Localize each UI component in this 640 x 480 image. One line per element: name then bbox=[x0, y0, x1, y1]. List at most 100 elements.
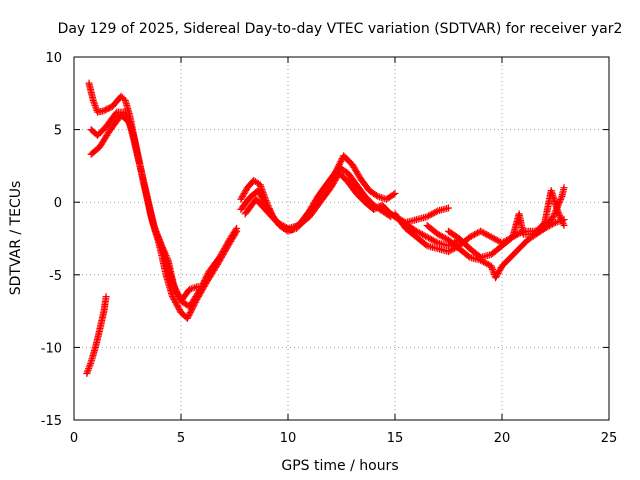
data-point bbox=[528, 230, 536, 238]
data-point bbox=[437, 232, 445, 240]
data-point bbox=[203, 271, 211, 279]
data-point bbox=[438, 233, 446, 241]
data-point bbox=[431, 237, 439, 245]
data-point bbox=[506, 235, 514, 243]
data-point bbox=[173, 287, 181, 295]
y-axis-label: SDTVAR / TECUs bbox=[8, 181, 24, 296]
data-point bbox=[557, 196, 565, 204]
data-point bbox=[431, 228, 439, 236]
data-point bbox=[153, 232, 161, 240]
data-point bbox=[521, 238, 529, 246]
data-point bbox=[487, 262, 495, 270]
data-point bbox=[446, 247, 454, 255]
data-point bbox=[431, 209, 439, 217]
data-point bbox=[425, 212, 433, 220]
data-point bbox=[91, 345, 99, 353]
data-point bbox=[492, 236, 500, 244]
data-point bbox=[419, 231, 427, 239]
data-point bbox=[557, 215, 565, 223]
data-point bbox=[85, 363, 93, 371]
data-point bbox=[470, 231, 478, 239]
grid bbox=[74, 57, 609, 420]
series-trace-d bbox=[87, 111, 241, 311]
data-point bbox=[134, 153, 142, 161]
data-point bbox=[154, 235, 162, 243]
data-point bbox=[171, 284, 179, 292]
data-point bbox=[194, 288, 202, 296]
data-point bbox=[321, 183, 329, 191]
data-point bbox=[314, 201, 322, 209]
data-point bbox=[341, 175, 349, 183]
data-point bbox=[171, 283, 179, 291]
data-point bbox=[325, 186, 333, 194]
data-point bbox=[477, 227, 485, 235]
data-point bbox=[111, 111, 119, 119]
data-point bbox=[89, 95, 97, 103]
data-point bbox=[98, 107, 106, 115]
data-point bbox=[440, 233, 448, 241]
data-point bbox=[547, 215, 555, 223]
data-point bbox=[426, 235, 434, 243]
series-trace-h bbox=[380, 204, 452, 227]
data-point bbox=[359, 190, 367, 198]
data-point bbox=[359, 196, 367, 204]
data-point bbox=[156, 240, 164, 248]
data-point bbox=[172, 286, 180, 294]
data-point bbox=[168, 276, 176, 284]
data-point bbox=[157, 243, 165, 251]
data-point bbox=[155, 237, 163, 245]
data-point bbox=[469, 231, 477, 239]
data-point bbox=[271, 216, 279, 224]
data-point bbox=[429, 209, 437, 217]
x-tick-label: 25 bbox=[601, 431, 618, 446]
x-tick-labels: 0 5 10 15 20 25 bbox=[70, 431, 617, 446]
data-point bbox=[428, 236, 436, 244]
y-tick-label: 0 bbox=[54, 196, 62, 211]
data-point bbox=[93, 145, 101, 153]
y-tick-labels: -15 -10 -5 0 5 10 bbox=[41, 51, 62, 429]
data-point bbox=[275, 219, 283, 227]
data-point bbox=[184, 288, 192, 296]
x-tick-label: 0 bbox=[70, 431, 78, 446]
data-point bbox=[90, 100, 98, 108]
data-point bbox=[538, 221, 546, 229]
data-point bbox=[123, 116, 131, 124]
y-tick-label: -15 bbox=[41, 414, 62, 429]
x-tick-label: 20 bbox=[494, 431, 511, 446]
data-point bbox=[151, 226, 159, 234]
data-point bbox=[92, 103, 100, 111]
data-point bbox=[495, 244, 503, 252]
data-point bbox=[83, 370, 91, 378]
series-trace-c bbox=[87, 108, 241, 322]
data-point bbox=[441, 234, 449, 242]
data-point bbox=[100, 125, 108, 133]
data-point bbox=[489, 265, 497, 273]
data-point bbox=[293, 222, 301, 230]
data-point bbox=[351, 178, 359, 186]
data-point bbox=[95, 328, 103, 336]
data-point bbox=[170, 281, 178, 289]
data-point bbox=[432, 244, 440, 252]
data-point bbox=[372, 191, 380, 199]
data-point bbox=[173, 289, 181, 297]
data-point bbox=[463, 235, 471, 243]
data-point bbox=[489, 267, 497, 275]
data-point bbox=[214, 256, 222, 264]
data-point bbox=[417, 230, 425, 238]
data-point bbox=[556, 212, 564, 220]
data-point bbox=[453, 233, 461, 241]
data-point bbox=[278, 221, 286, 229]
data-point bbox=[159, 246, 167, 254]
data-point bbox=[91, 102, 99, 110]
data-point bbox=[435, 231, 443, 239]
data-point bbox=[453, 242, 461, 250]
data-point bbox=[486, 251, 494, 259]
axis-ticks bbox=[73, 56, 610, 421]
data-point bbox=[341, 167, 349, 175]
data-point bbox=[281, 223, 289, 231]
data-point bbox=[119, 94, 127, 102]
data-point bbox=[142, 189, 150, 197]
data-point bbox=[478, 228, 486, 236]
y-tick-label: -10 bbox=[41, 341, 62, 356]
data-point bbox=[560, 185, 568, 193]
